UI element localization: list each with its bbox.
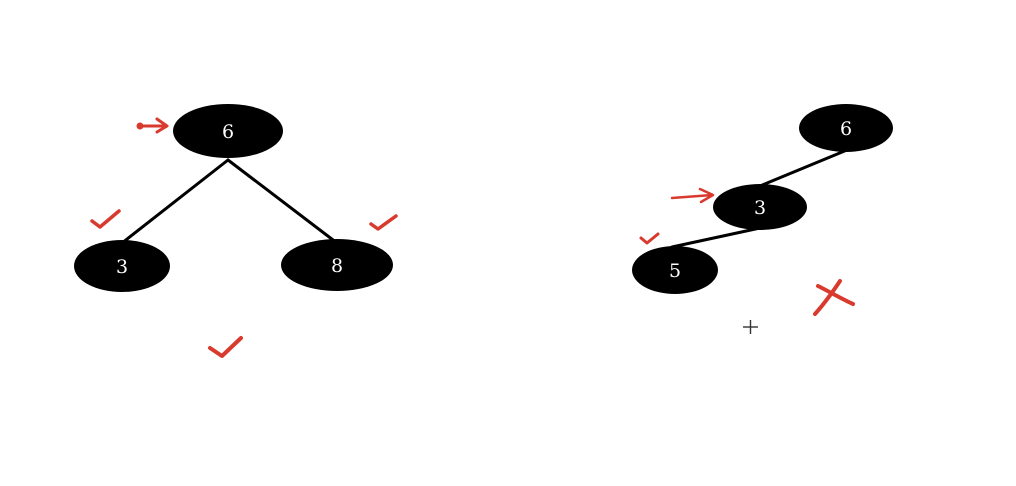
edge-6-to-8 — [226, 158, 339, 245]
node-right-middle: 3 — [713, 184, 807, 230]
node-left-child: 3 — [74, 240, 170, 292]
node-right-leaf: 5 — [632, 246, 718, 294]
node-label: 5 — [669, 260, 681, 282]
node-right-child: 8 — [281, 239, 393, 291]
cross-mark-icon — [813, 279, 855, 316]
edge-3-to-5 — [670, 226, 762, 249]
node-left-root: 6 — [173, 104, 283, 158]
edge-6-to-3 — [120, 158, 230, 245]
pointer-arrow-icon — [136, 117, 169, 134]
node-label: 3 — [116, 256, 128, 278]
edge-6-to-3 — [758, 148, 849, 188]
node-label: 8 — [331, 255, 343, 277]
node-right-root: 6 — [799, 104, 893, 152]
checkmark-icon — [369, 214, 398, 231]
checkmark-icon — [90, 209, 121, 229]
left-tree: 6 3 8 — [74, 104, 393, 292]
checkmark-icon — [639, 232, 660, 245]
checkmark-icon — [208, 336, 243, 358]
node-label: 6 — [222, 121, 234, 143]
node-label: 3 — [754, 197, 766, 219]
crosshair-cursor-icon — [743, 320, 758, 334]
pointer-arrow-icon — [670, 187, 715, 204]
right-tree: 6 3 5 — [632, 104, 893, 294]
node-label: 6 — [840, 118, 852, 140]
